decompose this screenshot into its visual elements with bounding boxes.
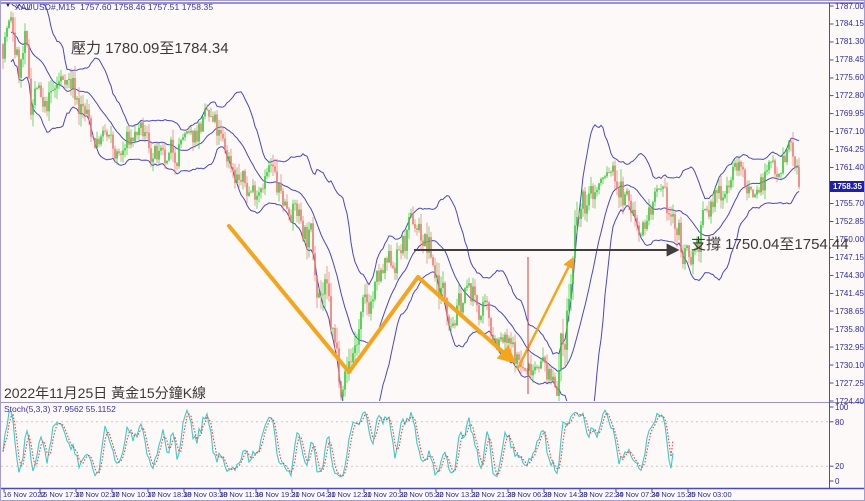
stochastic-indicator-label: Stoch(5,3,3) 37.9562 55.1152: [4, 404, 116, 414]
stoch-scale-label: 100: [835, 403, 849, 412]
price-tick-label: 1752.85: [835, 216, 864, 226]
time-tick-label: 22 Nov 13:30: [435, 490, 480, 499]
time-tick-label: 18 Nov 19:30: [255, 490, 300, 499]
price-tick-label: 1724.40: [835, 396, 864, 406]
price-tick-label: 1761.40: [835, 163, 864, 173]
price-tick-label: 1775.60: [835, 73, 864, 83]
current-price-badge: 1758.35: [830, 181, 864, 193]
price-tick-label: 1735.80: [835, 324, 864, 334]
symbol-dropdown-icon[interactable]: ▼: [5, 3, 11, 9]
time-tick-label: 18 Nov 11:30: [219, 490, 264, 499]
orange-trendline-2[interactable]: [347, 275, 420, 374]
time-tick-label: 16 Nov 2022: [3, 490, 46, 499]
time-tick-label: 22 Nov 21:30: [471, 490, 516, 499]
time-tick-label: 23 Nov 06:30: [507, 490, 552, 499]
chart-title: XAUUSD#,M15 1757.60 1758.46 1757.51 1758…: [15, 2, 213, 12]
time-tick-label: 22 Nov 05:30: [399, 490, 444, 499]
time-tick-label: 21 Nov 04:30: [291, 490, 336, 499]
time-tick-label: 17 Nov 02:30: [75, 490, 120, 499]
price-tick-label: 1727.25: [835, 378, 864, 388]
price-tick-label: 1750.00: [835, 234, 864, 244]
support-annotation: 支撐 1750.04至1754.44: [691, 236, 849, 253]
orange-trendline-4[interactable]: [516, 256, 574, 370]
time-tick-label: 17 Nov 10:30: [111, 490, 156, 499]
date-caption: 2022年11月25日 黃金15分鐘K線: [4, 385, 207, 401]
time-tick-label: 25 Nov 03:00: [687, 490, 732, 499]
price-tick-label: 1787.00: [835, 1, 864, 11]
price-tick-label: 1784.15: [835, 19, 864, 29]
price-tick-label: 1730.10: [835, 360, 864, 370]
price-tick-label: 1747.15: [835, 252, 864, 262]
price-tick-label: 1744.30: [835, 270, 864, 280]
price-tick-label: 1738.65: [835, 306, 864, 316]
price-tick-label: 1778.45: [835, 55, 864, 65]
time-tick-label: 24 Nov 15:30: [651, 490, 696, 499]
symbol-name: XAUUSD#,M15: [15, 2, 76, 12]
time-tick-label: 21 Nov 20:30: [363, 490, 408, 499]
orange-trendline-3[interactable]: [416, 275, 517, 364]
time-tick-label: 16 Nov 17:30: [39, 490, 84, 499]
stoch-scale-label: 0: [835, 477, 840, 486]
stoch-scale-label: 20: [835, 462, 844, 472]
candles-layer: [2, 11, 800, 401]
price-tick-label: 1781.30: [835, 37, 864, 47]
stoch-scale-label: 80: [835, 417, 844, 427]
orange-trendline-1[interactable]: [227, 224, 351, 374]
time-tick-label: 23 Nov 14:30: [543, 490, 588, 499]
stochastic-lines: [2, 408, 674, 478]
price-tick-label: 1772.80: [835, 91, 864, 101]
resistance-annotation: 壓力 1780.09至1784.34: [71, 40, 229, 57]
time-tick-label: 18 Nov 03:30: [183, 490, 228, 499]
time-tick-label: 24 Nov 07:30: [615, 490, 660, 499]
price-tick-label: 1741.45: [835, 288, 864, 298]
price-tick-label: 1769.95: [835, 109, 864, 119]
time-tick-label: 21 Nov 12:30: [327, 490, 372, 499]
price-tick-label: 1755.70: [835, 199, 864, 208]
price-tick-label: 1764.25: [835, 145, 864, 155]
price-tick-label: 1732.95: [835, 342, 864, 352]
time-tick-label: 23 Nov 22:30: [579, 490, 624, 499]
price-tick-label: 1767.10: [835, 127, 864, 137]
ohlc-quotes: 1757.60 1758.46 1757.51 1758.35: [80, 2, 214, 12]
time-tick-label: 17 Nov 18:30: [147, 490, 192, 499]
